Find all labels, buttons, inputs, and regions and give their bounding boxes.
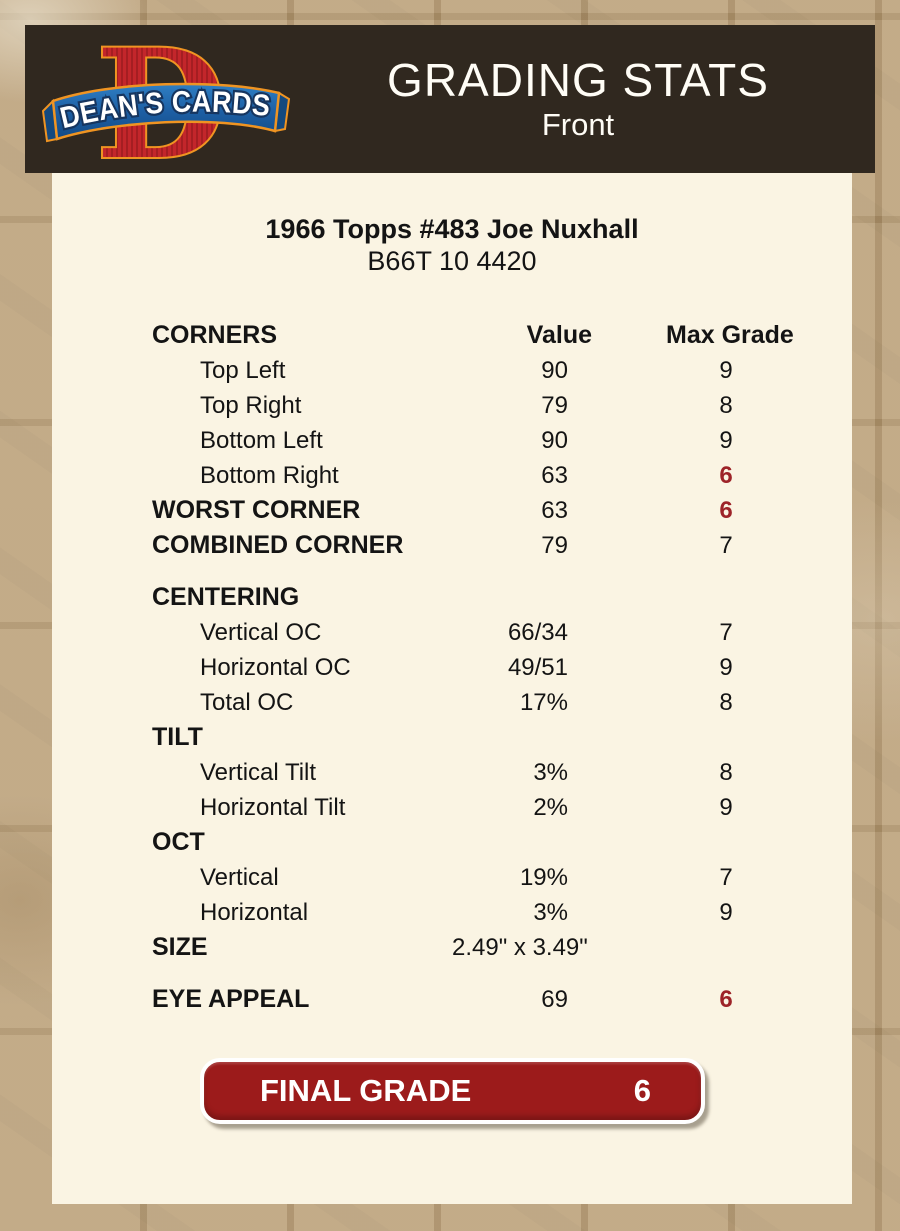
stat-value: 79 [541,392,568,419]
stat-grade: 8 [719,759,733,786]
stat-value: 3% [533,759,568,786]
stat-value: 79 [541,532,568,559]
stat-label: CENTERING [152,583,300,611]
stat-grade: 7 [719,532,733,559]
stat-label: SIZE [152,933,208,961]
stat-value: 17% [519,689,568,716]
stat-row: Vertical 19% 7 [52,860,852,895]
stat-grade: 6 [719,462,733,489]
stat-grade [568,580,786,615]
stat-row: EYE APPEAL 69 6 [52,982,852,1017]
stat-label: Horizontal OC [200,654,351,681]
stat-grade: 9 [719,357,733,384]
stat-grade: 7 [719,619,733,646]
stat-label: COMBINED CORNER [152,531,404,559]
deans-cards-logo-graphic: D DEAN'S CARDS [41,15,291,195]
final-grade-value: 6 [633,1073,651,1108]
page-title: GRADING STATS [387,54,769,106]
stat-grade: 7 [719,864,733,891]
stat-value: 2.49" x 3.49" [452,934,588,961]
stat-value: 3% [533,899,568,926]
stat-value [452,580,568,615]
stat-grade [568,825,786,860]
stat-row: Bottom Right 63 6 [52,458,852,493]
stat-value: 2% [533,794,568,821]
stat-label: Horizontal [200,899,309,926]
stat-row: CENTERING [52,580,852,615]
stat-value: Value [526,321,592,349]
stat-row: Bottom Left 90 9 [52,423,852,458]
stat-label: Horizontal Tilt [200,794,346,821]
logo-ribbon [51,82,281,141]
stats-panel: 1966 Topps #483 Joe Nuxhall B66T 10 4420… [52,173,852,1204]
stat-grade: 6 [719,986,733,1013]
deans-cards-logo: D DEAN'S CARDS [41,15,291,195]
stat-label: EYE APPEAL [152,985,310,1013]
stat-row: OCT [52,825,852,860]
stat-label: CORNERS [152,321,278,349]
stat-row: COMBINED CORNER 79 7 [52,528,852,563]
stat-grade: 9 [719,899,733,926]
stat-row: Top Left 90 9 [52,353,852,388]
stat-grade [568,720,786,755]
stat-label: Bottom Left [200,427,323,454]
page-subtitle: Front [541,107,615,142]
row-spacer [52,563,852,580]
stat-row: Vertical OC 66/34 7 [52,615,852,650]
stat-value: 49/51 [507,654,568,681]
stat-value: 69 [541,986,568,1013]
stat-row: Vertical Tilt 3% 8 [52,755,852,790]
final-grade-label: FINAL GRADE [260,1073,472,1108]
stat-row: SIZE 2.49" x 3.49" [52,930,852,965]
stat-label: Total OC [200,689,294,716]
stat-row: Horizontal OC 49/51 9 [52,650,852,685]
stat-row: Top Right 79 8 [52,388,852,423]
stat-row: Horizontal 3% 9 [52,895,852,930]
stat-grade: 9 [719,654,733,681]
stat-value: 63 [541,462,568,489]
header-bar: D DEAN'S CARDS GRADING STATS Front [25,15,875,195]
stat-grade: Max Grade [666,321,794,349]
stat-grade: 8 [719,689,733,716]
stat-value: 90 [541,357,568,384]
stat-row: CORNERS Value Max Grade [52,318,852,353]
stat-row: Horizontal Tilt 2% 9 [52,790,852,825]
final-grade-button[interactable]: FINAL GRADE 6 [200,1058,705,1124]
stat-grade: 9 [719,427,733,454]
stat-label: TILT [152,723,203,751]
stat-grade: 8 [719,392,733,419]
stat-label: Vertical [200,864,279,891]
stat-label: Top Left [200,357,286,384]
stat-label: Vertical Tilt [200,759,317,786]
stat-label: Bottom Right [200,462,339,489]
stat-label: OCT [152,828,205,856]
stat-grade: 9 [719,794,733,821]
stat-value: 66/34 [507,619,568,646]
row-spacer [52,965,852,982]
stat-label: Vertical OC [200,619,322,646]
stat-value: 19% [519,864,568,891]
stat-row: TILT [52,720,852,755]
stat-value [452,825,568,860]
header-text-block: GRADING STATS Front [291,54,875,144]
card-title: 1966 Topps #483 Joe Nuxhall [265,214,639,244]
stat-row: WORST CORNER 63 6 [52,493,852,528]
card-id: B66T 10 4420 [367,246,537,276]
stat-value: 90 [541,427,568,454]
stat-grade [568,930,786,965]
stat-row: Total OC 17% 8 [52,685,852,720]
stat-value: 63 [541,497,568,524]
stat-label: WORST CORNER [152,496,361,524]
stats-table: CORNERS Value Max Grade Top Left 90 9 Top Righ… [52,318,852,1017]
stat-value [452,720,568,755]
stat-label: Top Right [200,392,302,419]
stat-grade: 6 [719,497,733,524]
